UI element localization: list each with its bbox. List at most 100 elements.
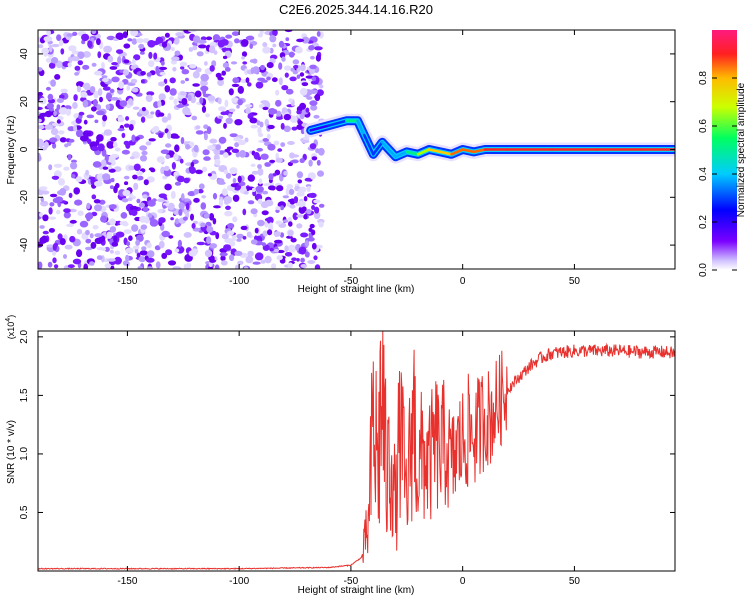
noise-point (313, 114, 320, 119)
noise-point (94, 180, 103, 187)
noise-point (202, 166, 208, 172)
noise-point (310, 80, 319, 85)
noise-point (225, 34, 233, 39)
noise-point (220, 260, 228, 266)
noise-point (308, 159, 313, 167)
x-tick-label: 0 (460, 276, 466, 287)
noise-point (237, 260, 244, 265)
ridge-segment (461, 148, 476, 154)
noise-point (167, 112, 172, 121)
noise-point (300, 264, 308, 268)
noise-point (103, 45, 112, 53)
noise-point (168, 235, 174, 239)
noise-point (171, 47, 175, 52)
noise-point (89, 261, 95, 266)
noise-point (317, 147, 325, 156)
noise-point (257, 219, 265, 227)
noise-point (297, 179, 303, 184)
noise-point (308, 45, 315, 51)
noise-point (234, 250, 243, 256)
noise-point (72, 102, 78, 109)
noise-point (146, 91, 155, 96)
noise-point (158, 93, 166, 101)
noise-point (181, 193, 185, 201)
noise-point (234, 142, 240, 148)
noise-point (222, 62, 230, 69)
noise-point (69, 219, 77, 224)
noise-point (38, 153, 41, 162)
noise-point (250, 124, 259, 129)
noise-point (130, 78, 138, 84)
noise-point (75, 129, 84, 138)
noise-point (237, 175, 242, 183)
multiplier-close: ) (6, 315, 16, 318)
noise-point (101, 75, 108, 79)
x-tick-label: -50 (344, 276, 359, 287)
noise-point (201, 195, 207, 199)
noise-point (40, 200, 49, 207)
noise-point (68, 208, 77, 213)
noise-point (141, 107, 146, 112)
noise-point (101, 247, 106, 251)
noise-point (82, 130, 92, 137)
noise-point (246, 231, 252, 238)
noise-point (276, 116, 283, 120)
top-x-axis-label: Height of straight line (km) (298, 284, 415, 295)
noise-point (230, 183, 238, 188)
noise-point (83, 119, 88, 125)
noise-point (277, 249, 285, 254)
noise-point (161, 116, 169, 123)
noise-point (141, 150, 148, 156)
noise-point (223, 169, 229, 175)
noise-point (41, 47, 50, 55)
noise-point (212, 218, 217, 225)
noise-point (38, 67, 43, 72)
noise-point (102, 173, 111, 181)
noise-point (309, 100, 318, 106)
noise-point (257, 168, 264, 176)
noise-point (267, 143, 276, 151)
noise-point (127, 98, 134, 105)
y-tick-label: 0 (19, 146, 30, 152)
noise-point (123, 59, 130, 64)
noise-point (79, 220, 89, 228)
noise-point (140, 116, 146, 123)
noise-point (286, 184, 294, 190)
noise-point (268, 108, 277, 115)
noise-point (57, 115, 64, 121)
noise-point (131, 224, 139, 232)
noise-point (38, 118, 42, 123)
noise-point (307, 260, 316, 264)
noise-point (181, 98, 188, 105)
noise-point (145, 94, 153, 103)
noise-point (262, 42, 268, 48)
noise-point (59, 238, 66, 246)
noise-point (71, 174, 76, 179)
noise-point (256, 147, 264, 152)
noise-point (174, 181, 182, 186)
noise-point (222, 55, 228, 60)
ridge-segment (472, 148, 487, 154)
noise-point (250, 67, 255, 75)
noise-point (214, 264, 220, 269)
noise-point (303, 196, 308, 202)
noise-point (49, 216, 57, 220)
noise-point (215, 144, 221, 151)
noise-point (140, 51, 145, 55)
noise-point (192, 150, 198, 158)
noise-point (253, 152, 260, 160)
noise-point (158, 66, 168, 71)
noise-point (126, 85, 131, 91)
noise-point (123, 260, 128, 266)
noise-point (53, 110, 57, 117)
noise-point (310, 104, 318, 111)
noise-point (273, 140, 280, 146)
noise-point (76, 81, 84, 88)
noise-point (74, 199, 83, 206)
x-tick-label: -150 (117, 576, 137, 587)
noise-point (130, 30, 139, 37)
noise-point (269, 247, 274, 252)
noise-point (299, 64, 306, 72)
noise-point (137, 266, 143, 269)
noise-point (110, 97, 119, 101)
